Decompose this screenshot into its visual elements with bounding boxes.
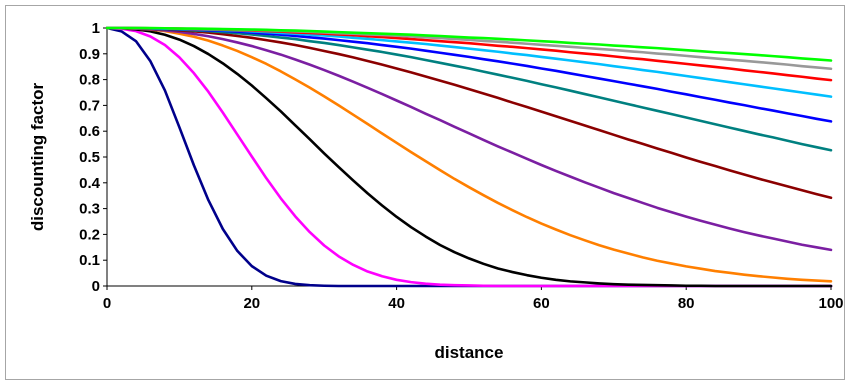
series-line-5 bbox=[105, 26, 833, 252]
y-tick-label: 0.2 bbox=[79, 226, 100, 243]
y-axis-title: discounting factor bbox=[28, 82, 47, 231]
y-tick-label: 0.1 bbox=[79, 252, 100, 269]
series-line-4 bbox=[105, 26, 833, 283]
y-tick-label: 0.5 bbox=[79, 149, 100, 166]
y-tick-label: 0.6 bbox=[79, 123, 100, 140]
series-line-6 bbox=[105, 26, 833, 200]
x-axis-title: distance bbox=[435, 343, 504, 362]
y-tick-label: 0.9 bbox=[79, 46, 100, 63]
series-line-3 bbox=[105, 26, 833, 288]
y-tick-label: 1 bbox=[92, 20, 100, 37]
labels: 0 0.1 0.2 0.3 0.4 0.5 0.6 0.7 0.8 0.9 1 0 20 40 60 80 10… bbox=[28, 20, 844, 362]
x-tick-label: 0 bbox=[103, 295, 111, 312]
series-layer bbox=[105, 26, 833, 288]
x-tick-label: 60 bbox=[533, 295, 550, 312]
chart-frame bbox=[5, 5, 845, 380]
x-tick-label: 40 bbox=[388, 295, 405, 312]
series-line-7 bbox=[105, 26, 833, 152]
y-tick-label: 0 bbox=[92, 278, 100, 295]
x-tick-label: 20 bbox=[243, 295, 260, 312]
x-tick-label: 80 bbox=[678, 295, 695, 312]
y-tick-label: 0.8 bbox=[79, 72, 100, 89]
y-tick-label: 0.3 bbox=[79, 201, 100, 218]
y-tick-label: 0.4 bbox=[79, 175, 101, 192]
y-tick-label: 0.7 bbox=[79, 97, 100, 114]
x-tick-label: 100 bbox=[818, 295, 843, 312]
series-line-10 bbox=[105, 26, 833, 82]
series-line-12 bbox=[105, 26, 833, 62]
